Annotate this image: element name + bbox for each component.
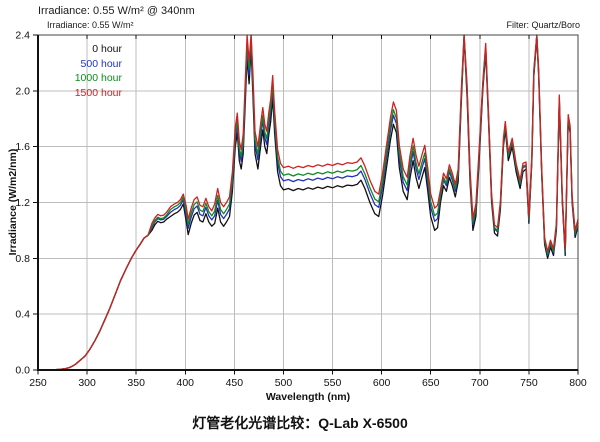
y-tick-label: 2.4 [15, 30, 30, 42]
series-line-1500-hour [37, 34, 579, 371]
caption: 灯管老化光谱比较：Q-Lab X-6500 [192, 415, 408, 431]
x-tick-label: 400 [177, 377, 195, 389]
y-tick-label: 1.2 [15, 197, 30, 209]
axis-ticks [33, 34, 579, 375]
gridlines [38, 35, 578, 370]
y-tick-labels: 0.0 0.4 0.8 1.2 1.6 2.0 2.4 [15, 30, 30, 377]
y-tick-label: 0.0 [15, 365, 30, 377]
x-axis-title: Wavelength (nm) [265, 391, 351, 403]
x-tick-label: 450 [226, 377, 244, 389]
x-tick-label: 650 [422, 377, 440, 389]
x-tick-label: 500 [275, 377, 293, 389]
x-tick-label: 700 [471, 377, 489, 389]
x-tick-label: 250 [29, 377, 47, 389]
series-lines [37, 34, 579, 371]
x-tick-label: 350 [127, 377, 145, 389]
legend-item-500-hour: 500 hour [80, 57, 122, 70]
x-tick-labels: 250 300 350 400 450 500 550 600 650 700 750 800 [29, 377, 587, 389]
legend: 0 hour 500 hour 1000 hour 1500 hour [50, 42, 122, 100]
y-tick-label: 0.8 [15, 253, 30, 265]
x-tick-label: 550 [324, 377, 342, 389]
irradiance-annotation-primary: Irradiance: 0.55 W/m² @ 340nm [38, 5, 195, 17]
y-axis-title: Irradiance (W/m2/nm) [7, 148, 19, 256]
filter-annotation: Filter: Quartz/Boro [506, 20, 580, 30]
irradiance-annotation-secondary: Irradiance: 0.55 W/m² [47, 20, 134, 30]
y-tick-label: 1.6 [15, 141, 30, 153]
x-tick-label: 600 [373, 377, 391, 389]
legend-item-0-hour: 0 hour [92, 43, 122, 55]
x-tick-label: 750 [520, 377, 538, 389]
x-tick-label: 800 [569, 377, 587, 389]
x-tick-label: 300 [78, 377, 96, 389]
legend-item-1000-hour: 1000 hour [74, 72, 122, 84]
legend-item-1500-hour: 1500 hour [74, 86, 122, 99]
y-tick-label: 0.4 [15, 309, 30, 321]
y-tick-label: 2.0 [15, 85, 30, 97]
